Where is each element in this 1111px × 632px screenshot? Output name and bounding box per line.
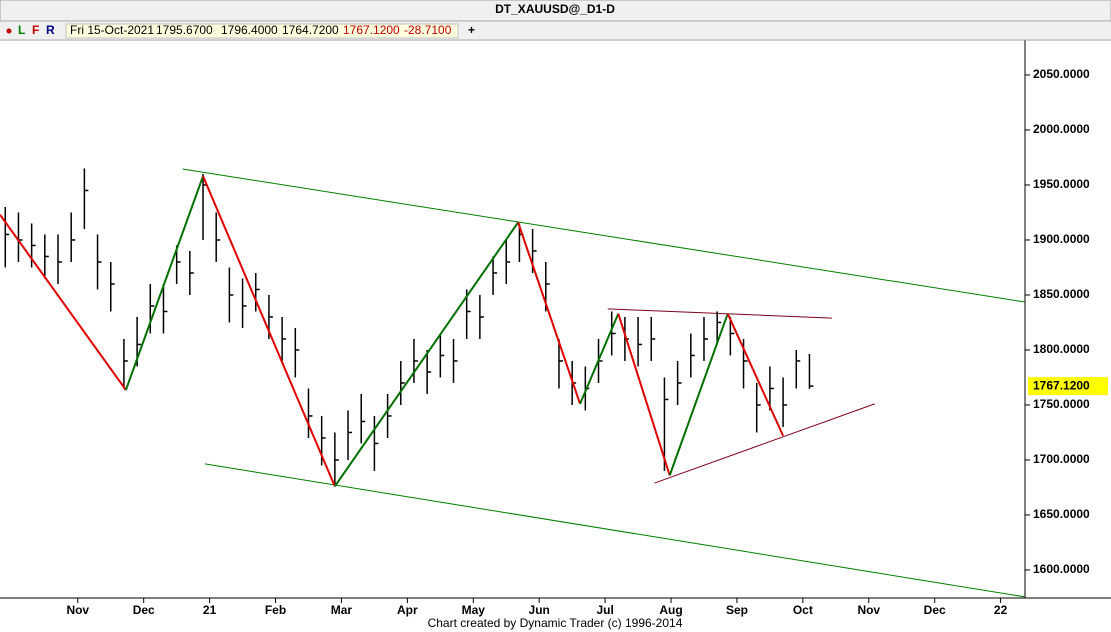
x-tick-label: Sep xyxy=(726,603,748,617)
footer: Chart created by Dynamic Trader (c) 1996… xyxy=(428,616,683,630)
x-tick-label: Jul xyxy=(596,603,613,617)
last-price-label: 1767.1200 xyxy=(1033,378,1090,392)
trendline xyxy=(182,168,1026,303)
y-tick-label: 1650.0000 xyxy=(1033,507,1090,521)
x-tick-label: Dec xyxy=(924,603,946,617)
info-high: 1796.4000 xyxy=(221,23,278,37)
x-tick-label: Nov xyxy=(857,603,880,617)
x-tick-label: Feb xyxy=(265,603,286,617)
y-tick-label: 1750.0000 xyxy=(1033,397,1090,411)
x-tick-label: Mar xyxy=(331,603,353,617)
swing-line xyxy=(202,175,336,487)
y-tick-label: 1850.0000 xyxy=(1033,287,1090,301)
swing-line xyxy=(579,313,620,405)
swing-line xyxy=(517,222,582,405)
swing-line xyxy=(668,313,729,476)
y-tick-label: 1700.0000 xyxy=(1033,452,1090,466)
x-tick-label: Apr xyxy=(397,603,418,617)
info-box xyxy=(65,23,459,39)
swing-line xyxy=(334,221,519,487)
toolbar-f[interactable]: F xyxy=(32,23,39,37)
x-tick-label: Oct xyxy=(793,603,813,617)
info-date: Fri 15-Oct-2021 xyxy=(70,23,154,37)
x-tick-label: Jun xyxy=(529,603,550,617)
trendline xyxy=(607,308,832,319)
x-tick-label: Nov xyxy=(66,603,89,617)
swing-line xyxy=(726,313,784,437)
trendline xyxy=(654,403,875,484)
swing-line xyxy=(617,313,671,476)
trendline xyxy=(204,463,1026,598)
x-tick-label: May xyxy=(462,603,486,617)
toolbar-r[interactable]: R xyxy=(46,23,55,37)
info-change: -28.7100 xyxy=(404,23,452,37)
info-close: 1767.1200 xyxy=(343,23,400,37)
add-button[interactable]: + xyxy=(468,23,475,37)
y-tick-label: 2000.0000 xyxy=(1033,122,1090,136)
title-bar xyxy=(0,0,1111,22)
x-tick-label: Aug xyxy=(659,603,682,617)
y-tick-label: 1800.0000 xyxy=(1033,342,1090,356)
info-open: 1795.6700 xyxy=(156,23,213,37)
dot xyxy=(6,28,12,34)
y-tick-label: 1950.0000 xyxy=(1033,177,1090,191)
chart-title: DT_XAUUSD@_D1-D xyxy=(495,2,615,16)
swing-line xyxy=(124,175,204,391)
swing-line xyxy=(0,214,127,391)
info-low: 1764.7200 xyxy=(282,23,339,37)
y-tick-label: 2050.0000 xyxy=(1033,67,1090,81)
y-tick-label: 1600.0000 xyxy=(1033,562,1090,576)
toolbar-l[interactable]: L xyxy=(18,23,25,37)
y-tick-label: 1900.0000 xyxy=(1033,232,1090,246)
last-price-box xyxy=(1028,377,1108,396)
x-tick-label: 21 xyxy=(203,603,217,617)
x-tick-label: Dec xyxy=(133,603,155,617)
x-tick-label: 22 xyxy=(994,603,1008,617)
